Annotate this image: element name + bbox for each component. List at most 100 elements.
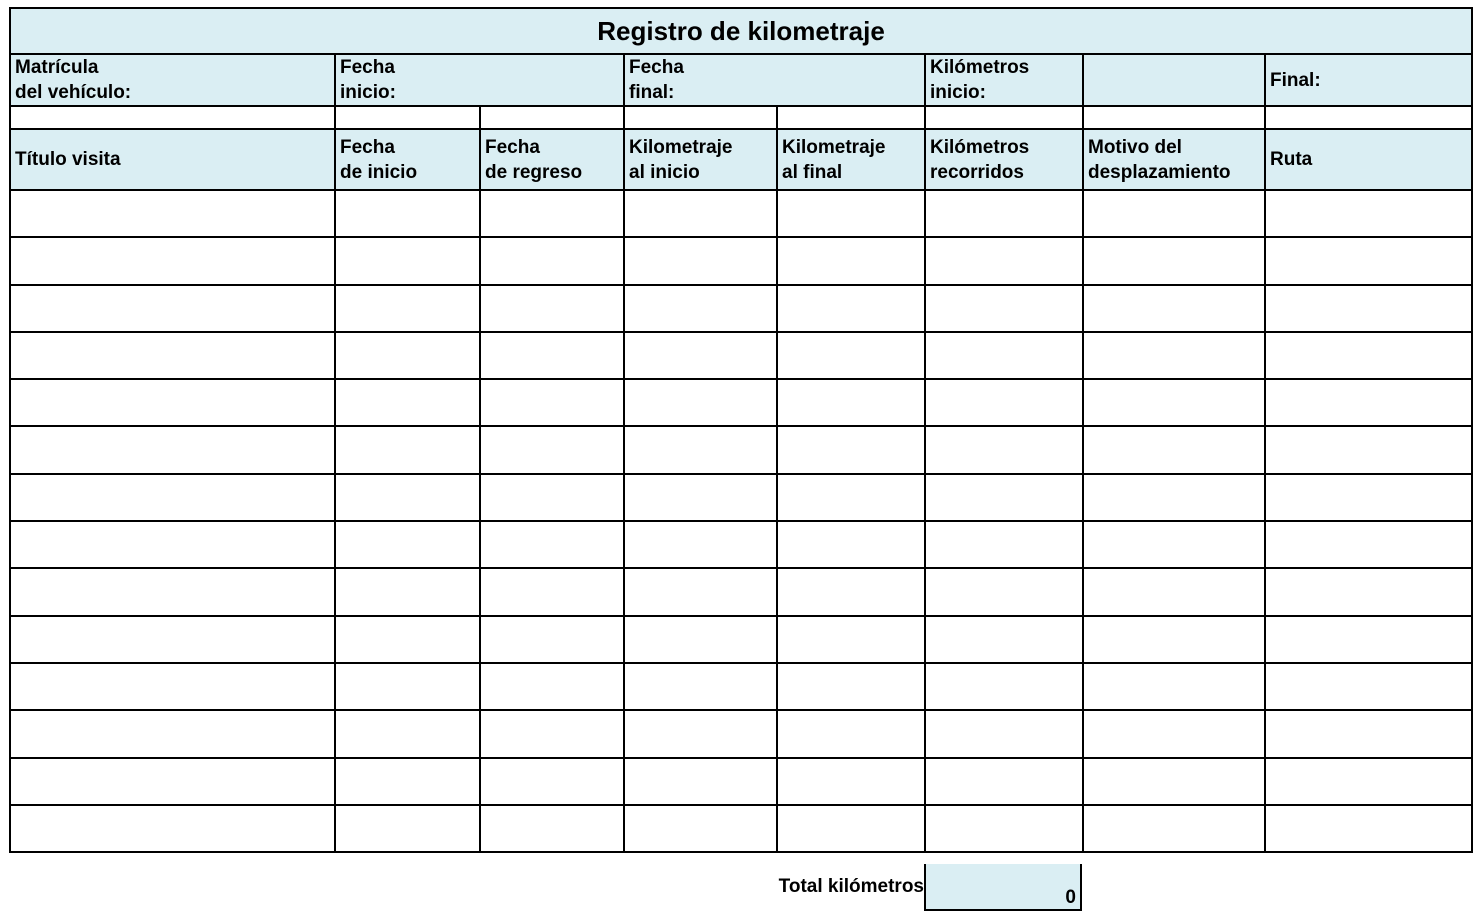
table-cell[interactable] bbox=[1082, 756, 1266, 806]
table-cell[interactable] bbox=[9, 283, 336, 333]
table-cell[interactable] bbox=[776, 756, 926, 806]
info-input-cell[interactable] bbox=[1082, 105, 1266, 130]
table-cell[interactable] bbox=[1263, 283, 1474, 333]
table-cell[interactable] bbox=[479, 188, 625, 239]
table-cell[interactable] bbox=[479, 661, 625, 712]
table-cell[interactable] bbox=[776, 709, 926, 759]
table-cell[interactable] bbox=[776, 567, 926, 617]
table-cell[interactable] bbox=[334, 614, 481, 664]
table-cell[interactable] bbox=[1263, 236, 1474, 286]
table-cell[interactable] bbox=[776, 236, 926, 286]
table-cell[interactable] bbox=[776, 378, 926, 428]
table-cell[interactable] bbox=[1263, 472, 1474, 523]
table-cell[interactable] bbox=[334, 330, 481, 381]
table-cell[interactable] bbox=[1263, 709, 1474, 759]
table-cell[interactable] bbox=[334, 425, 481, 475]
table-cell[interactable] bbox=[776, 803, 926, 854]
table-cell[interactable] bbox=[924, 756, 1084, 806]
table-cell[interactable] bbox=[924, 188, 1084, 239]
table-cell[interactable] bbox=[1082, 425, 1266, 475]
table-cell[interactable] bbox=[9, 378, 336, 428]
table-cell[interactable] bbox=[1082, 709, 1266, 759]
table-cell[interactable] bbox=[776, 614, 926, 664]
table-cell[interactable] bbox=[479, 378, 625, 428]
table-cell[interactable] bbox=[924, 472, 1084, 523]
table-cell[interactable] bbox=[623, 614, 778, 664]
table-cell[interactable] bbox=[1082, 378, 1266, 428]
table-cell[interactable] bbox=[623, 520, 778, 570]
table-cell[interactable] bbox=[9, 188, 336, 239]
table-cell[interactable] bbox=[9, 709, 336, 759]
table-cell[interactable] bbox=[334, 283, 481, 333]
table-cell[interactable] bbox=[334, 236, 481, 286]
table-cell[interactable] bbox=[1263, 188, 1474, 239]
table-cell[interactable] bbox=[9, 236, 336, 286]
final-input-cell[interactable] bbox=[1263, 105, 1474, 130]
table-cell[interactable] bbox=[924, 803, 1084, 854]
table-cell[interactable] bbox=[924, 283, 1084, 333]
table-cell[interactable] bbox=[776, 661, 926, 712]
table-cell[interactable] bbox=[1263, 425, 1474, 475]
plate-input-cell[interactable] bbox=[9, 105, 336, 130]
table-cell[interactable] bbox=[9, 803, 336, 854]
table-cell[interactable] bbox=[479, 567, 625, 617]
table-cell[interactable] bbox=[334, 661, 481, 712]
table-cell[interactable] bbox=[334, 520, 481, 570]
table-cell[interactable] bbox=[1082, 472, 1266, 523]
table-cell[interactable] bbox=[479, 236, 625, 286]
table-cell[interactable] bbox=[776, 283, 926, 333]
table-cell[interactable] bbox=[623, 188, 778, 239]
table-cell[interactable] bbox=[479, 756, 625, 806]
table-cell[interactable] bbox=[924, 709, 1084, 759]
table-cell[interactable] bbox=[776, 425, 926, 475]
table-cell[interactable] bbox=[479, 425, 625, 475]
table-cell[interactable] bbox=[334, 472, 481, 523]
table-cell[interactable] bbox=[1263, 567, 1474, 617]
table-cell[interactable] bbox=[479, 803, 625, 854]
km-start-input-cell[interactable] bbox=[924, 105, 1084, 130]
start-date-input-cell[interactable] bbox=[334, 105, 481, 130]
table-cell[interactable] bbox=[1082, 661, 1266, 712]
table-cell[interactable] bbox=[9, 661, 336, 712]
km-start-value-cell[interactable] bbox=[1082, 53, 1266, 107]
table-cell[interactable] bbox=[1263, 756, 1474, 806]
table-cell[interactable] bbox=[1263, 803, 1474, 854]
table-cell[interactable] bbox=[1082, 567, 1266, 617]
table-cell[interactable] bbox=[924, 614, 1084, 664]
table-cell[interactable] bbox=[9, 614, 336, 664]
table-cell[interactable] bbox=[334, 188, 481, 239]
table-cell[interactable] bbox=[9, 472, 336, 523]
table-cell[interactable] bbox=[1263, 330, 1474, 381]
table-cell[interactable] bbox=[334, 803, 481, 854]
table-cell[interactable] bbox=[924, 236, 1084, 286]
table-cell[interactable] bbox=[623, 567, 778, 617]
table-cell[interactable] bbox=[924, 567, 1084, 617]
table-cell[interactable] bbox=[479, 614, 625, 664]
table-cell[interactable] bbox=[1082, 283, 1266, 333]
table-cell[interactable] bbox=[623, 236, 778, 286]
table-cell[interactable] bbox=[479, 472, 625, 523]
table-cell[interactable] bbox=[1082, 614, 1266, 664]
table-cell[interactable] bbox=[776, 520, 926, 570]
table-cell[interactable] bbox=[479, 330, 625, 381]
table-cell[interactable] bbox=[479, 520, 625, 570]
table-cell[interactable] bbox=[334, 709, 481, 759]
table-cell[interactable] bbox=[776, 188, 926, 239]
table-cell[interactable] bbox=[9, 425, 336, 475]
table-cell[interactable] bbox=[924, 520, 1084, 570]
table-cell[interactable] bbox=[623, 283, 778, 333]
table-cell[interactable] bbox=[1263, 520, 1474, 570]
table-cell[interactable] bbox=[623, 330, 778, 381]
table-cell[interactable] bbox=[623, 378, 778, 428]
table-cell[interactable] bbox=[776, 330, 926, 381]
table-cell[interactable] bbox=[1263, 614, 1474, 664]
table-cell[interactable] bbox=[623, 425, 778, 475]
end-date-input-cell[interactable] bbox=[623, 105, 778, 130]
table-cell[interactable] bbox=[924, 425, 1084, 475]
table-cell[interactable] bbox=[1082, 188, 1266, 239]
info-input-cell[interactable] bbox=[776, 105, 926, 130]
table-cell[interactable] bbox=[623, 756, 778, 806]
table-cell[interactable] bbox=[623, 709, 778, 759]
table-cell[interactable] bbox=[1263, 378, 1474, 428]
table-cell[interactable] bbox=[9, 756, 336, 806]
